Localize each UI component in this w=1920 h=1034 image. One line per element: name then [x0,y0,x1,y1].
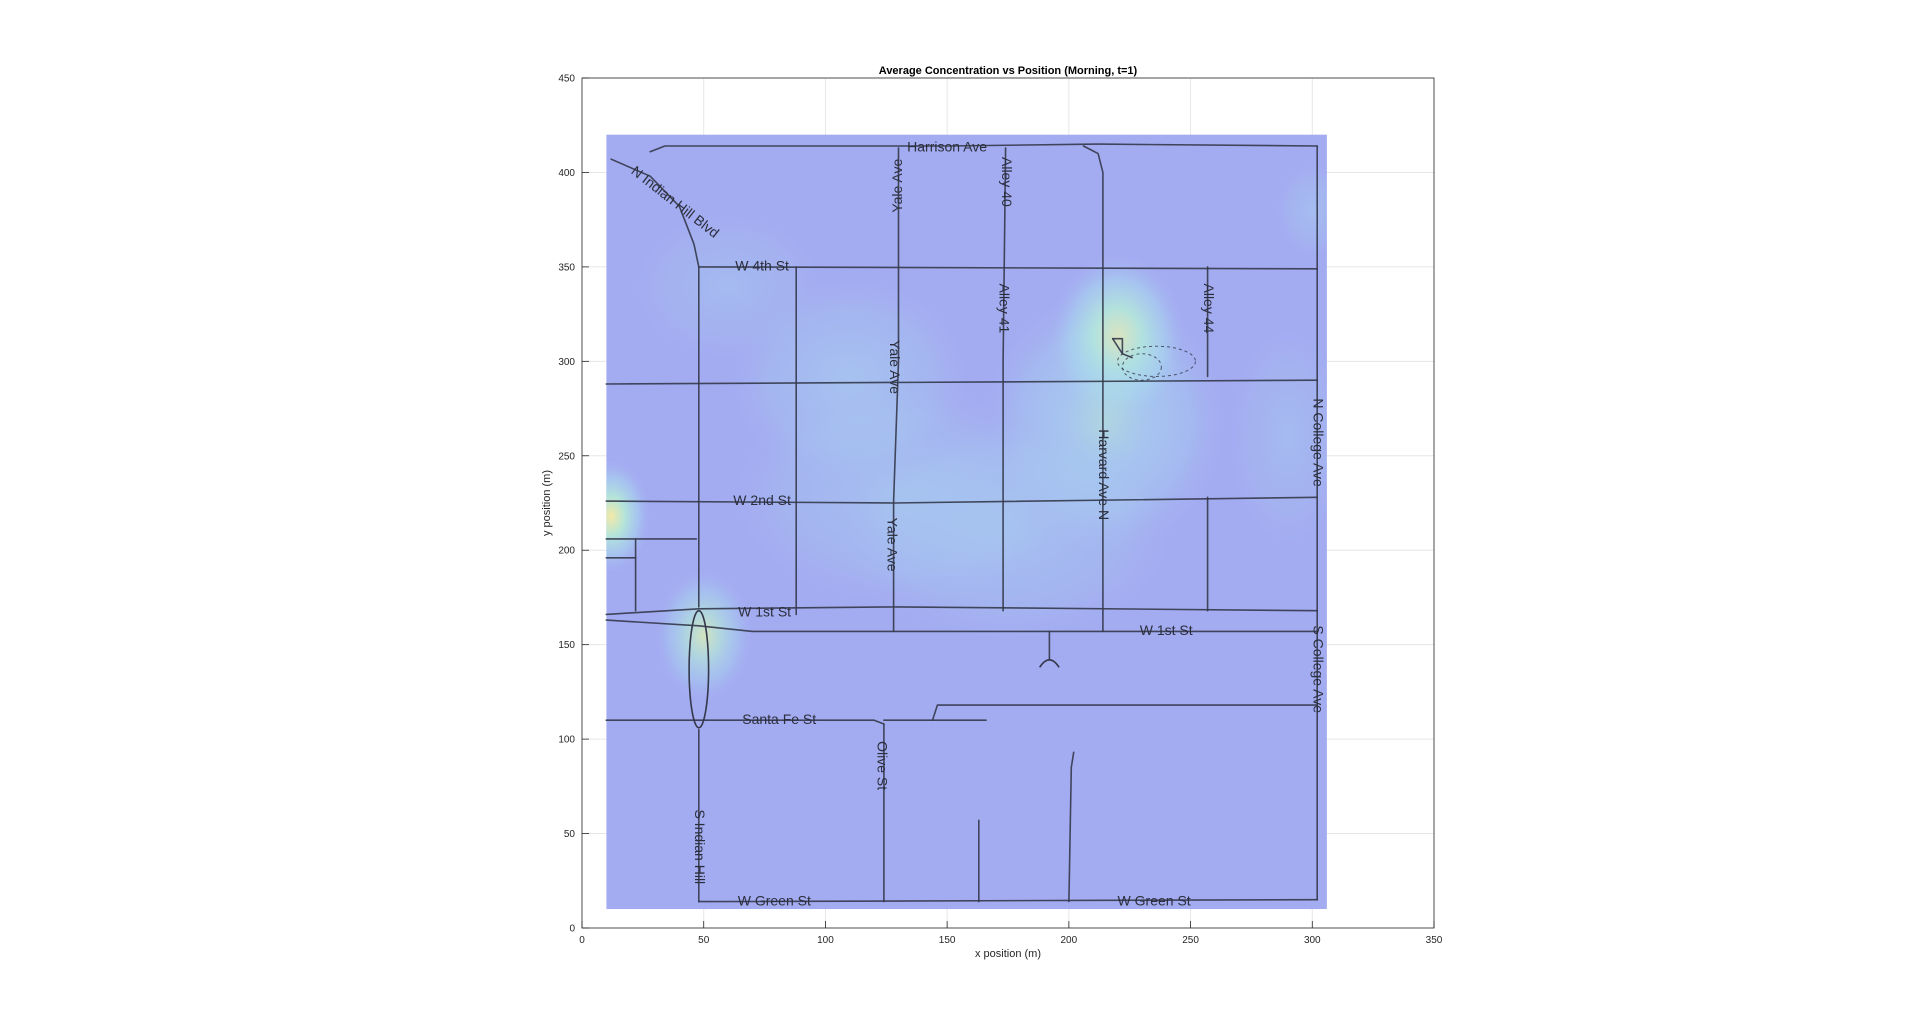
street-label: Yale Ave [889,159,905,213]
street-line [605,379,1318,385]
street-label: W 1st St [1140,622,1193,638]
street-line [610,158,700,608]
street-label: W Green St [1118,892,1191,908]
dashed-loop [1121,353,1162,381]
y-tick-label: 50 [564,829,576,840]
street-label: Harvard Ave N [1096,429,1112,520]
cul-de-sac [1038,658,1060,668]
y-tick-label: 200 [558,546,575,557]
x-tick-label: 350 [1426,935,1443,946]
street-label: S College Ave [1310,625,1326,713]
concentration-hotspot [606,459,651,573]
street-line [1002,147,1007,612]
street-label: W 1st St [738,603,791,619]
plot-box [581,77,1435,929]
street-label: W 4th St [735,258,789,274]
street-line [1068,751,1075,903]
concentration-heatmap [606,134,1327,910]
y-tick-label: 450 [558,74,575,85]
concentration-hotspot [630,210,826,362]
street-line [605,719,885,725]
street-label: N College Ave [1310,398,1326,487]
street-map: Harrison Ave W 4th St W 2nd St W 1st St W 1s… [605,139,1326,908]
x-tick-label: 100 [817,935,834,946]
street-line [605,606,1318,616]
x-axis-label: x position (m) [975,948,1041,960]
y-axis-label: y position (m) [541,470,553,536]
chart-title: Average Concentration vs Position (Morni… [879,65,1138,77]
dashed-loop [1117,345,1196,377]
street-label: Yale Ave [887,340,903,394]
street-label: Alley 40 [999,157,1015,207]
street-label: Yale Ave [884,518,900,572]
x-tick-label: 250 [1182,935,1199,946]
y-tick-label: 400 [558,168,575,179]
street-line [931,704,1318,721]
concentration-hotspot [1275,163,1327,258]
concentration-hotspot [655,569,753,702]
street-label: W Green St [738,892,811,908]
street-line [1082,145,1104,633]
y-tick-label: 250 [558,451,575,462]
street-line [605,619,1318,633]
street-line [892,147,900,633]
street-label: Alley 41 [996,283,1012,333]
street-line [649,143,1318,153]
y-tick-label: 150 [558,640,575,651]
y-tick-label: 300 [558,357,575,368]
y-tick-label: 100 [558,735,575,746]
street-label: Harrison Ave [907,139,987,155]
x-tick-label: 50 [698,935,710,946]
y-tick-label: 350 [558,262,575,273]
road-median [688,609,710,729]
street-label: Olive St [875,741,891,790]
x-tick-label: 150 [939,935,956,946]
x-tick-label: 200 [1061,935,1078,946]
street-label: W 2nd St [733,492,791,508]
street-line [698,266,1318,270]
street-line [1111,337,1124,355]
street-line [698,898,1318,903]
street-label: Santa Fe St [742,711,816,727]
street-label: S Indian Hill [692,809,708,884]
y-tick-label: 0 [569,924,575,935]
axes: 0 50 100 150 200 250 300 350 0 50 100 150 200 250 300 3… [558,74,1442,947]
x-tick-label: 0 [579,935,585,946]
street-label: Alley 44 [1201,283,1217,333]
x-tick-label: 300 [1304,935,1321,946]
concentration-hotspot [837,417,1179,645]
